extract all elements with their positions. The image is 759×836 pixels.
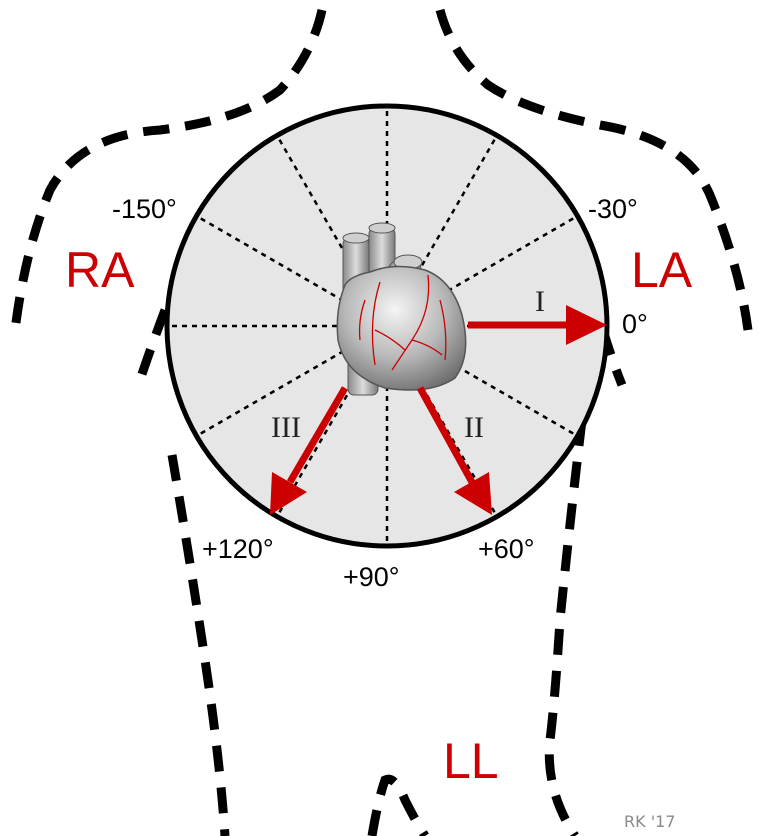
limb-label-la: LA [631,242,693,298]
limb-label-ll: LL [443,733,499,789]
limb-label-ra: RA [65,242,135,298]
torso-neck-left [10,8,327,331]
angle-label-plus120: +120° [202,534,274,564]
author-credit: RK '17 [624,812,675,831]
angle-label-plus60: +60° [478,534,535,564]
torso-neck-right [435,8,753,331]
torso-side-left [167,454,230,836]
lead-i-arrowhead [566,305,607,345]
hexaxial-spoke [276,325,389,516]
lead-iii-arrowhead [270,472,307,515]
lead-ii-arrowhead [454,472,492,515]
lead-ii-vector [416,386,477,486]
torso-arm-left-inner [135,308,170,382]
hexaxial-spoke [385,136,498,327]
hexaxial-spoke [276,136,389,327]
angle-label-minus30: -30° [588,194,638,224]
torso-side-right [544,419,587,836]
hexaxial-spoke [197,215,388,328]
lead-i-label: I [535,285,545,318]
lead-iii-label: III [271,411,301,444]
angle-label-zero: 0° [622,309,648,339]
angle-label-minus150: -150° [112,194,177,224]
torso-groin [367,774,429,836]
hexaxial-spoke [197,324,388,437]
heart-icon [336,222,467,396]
lead-ii-label: II [464,411,484,444]
angle-label-plus90: +90° [343,562,400,592]
lead-vectors [270,305,607,515]
hexaxial-spoke [386,215,577,328]
hexaxial-spoke [386,324,577,437]
lead-iii-vector [286,386,349,484]
